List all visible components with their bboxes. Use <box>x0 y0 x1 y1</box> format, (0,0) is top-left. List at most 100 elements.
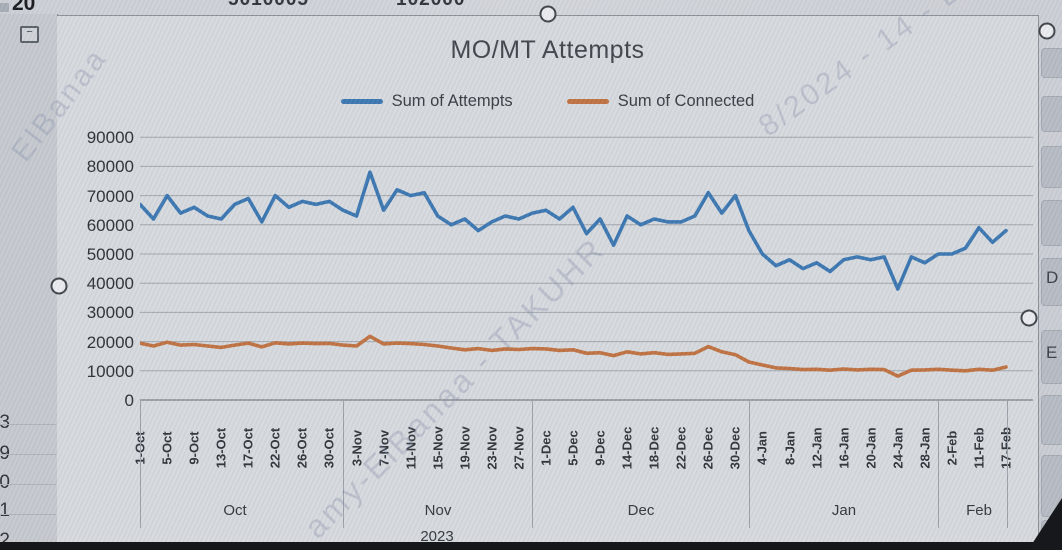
y-tick-label: 50000 <box>86 245 134 264</box>
row-number[interactable]: 3 <box>0 412 10 433</box>
y-axis[interactable]: 90000 80000 70000 60000 50000 40000 30000 20000… <box>58 125 134 410</box>
cropped-cell-value[interactable]: 5010005 <box>228 0 309 11</box>
legend-label: Sum of Connected <box>617 92 755 110</box>
x-tick-label: 9-Dec <box>592 430 608 466</box>
chart-selection-handle-right[interactable] <box>1020 309 1038 327</box>
x-tick-label: 4-Jan <box>754 431 770 465</box>
row-divider <box>0 424 56 425</box>
x-tick-label: 7-Nov <box>376 429 392 467</box>
cropped-cell-block <box>1041 48 1062 78</box>
x-tick-label: 12-Jan <box>809 427 825 469</box>
month-label: Oct <box>223 502 247 519</box>
connected-series-line[interactable] <box>140 334 1008 378</box>
x-tick-label: 8-Jan <box>782 431 797 465</box>
month-label: Dec <box>627 502 655 519</box>
x-tick-label: 17-Feb <box>998 427 1014 469</box>
y-tick-label: 20000 <box>86 332 134 352</box>
outline-collapse-button[interactable]: − <box>20 26 39 43</box>
x-tick-label: 20-Jan <box>863 427 879 469</box>
attempts-line-swatch-icon <box>340 99 383 104</box>
x-tick-label: 28-Jan <box>917 427 933 469</box>
month-label: Jan <box>831 502 857 519</box>
plot-area[interactable] <box>140 125 1035 407</box>
x-axis[interactable]: 1-Oct5-Oct9-Oct13-Oct17-Oct22-Oct26-Oct3… <box>133 404 1040 494</box>
x-tick-label: 26-Dec <box>700 426 716 470</box>
chart-selection-handle-top-right[interactable] <box>1038 22 1056 40</box>
x-tick-label: 23-Nov <box>484 426 500 470</box>
x-tick-label: 19-Nov <box>457 426 473 470</box>
chart-area[interactable] <box>57 15 1039 550</box>
legend-item-connected[interactable]: Sum of Connected <box>566 92 755 111</box>
top-cell-strip: 20 5010005 102000 <box>0 0 1062 14</box>
row-number[interactable]: 2 <box>0 530 10 550</box>
month-separator <box>938 400 939 528</box>
y-tick-label: 80000 <box>86 157 134 177</box>
y-tick-label: 60000 <box>86 215 134 235</box>
x-tick-label: 30-Dec <box>727 426 743 470</box>
row-number[interactable]: 0 <box>0 472 10 493</box>
month-separator <box>140 400 141 528</box>
connected-line-swatch-icon <box>566 99 609 104</box>
row-divider <box>0 454 56 455</box>
x-tick-label: 16-Jan <box>836 427 852 469</box>
chart-selection-handle-left[interactable] <box>50 277 68 295</box>
x-tick-label: 11-Nov <box>403 426 419 470</box>
x-tick-label: 17-Oct <box>240 427 256 469</box>
month-separator <box>1007 400 1008 528</box>
cropped-cell-block <box>1041 330 1062 384</box>
legend-item-attempts[interactable]: Sum of Attempts <box>340 92 513 111</box>
cropped-column-text: E <box>1046 343 1058 362</box>
y-tick-label: 90000 <box>86 128 134 148</box>
row-number[interactable]: 9 <box>0 443 10 465</box>
x-tick-label: 5-Oct <box>159 431 175 465</box>
attempts-series-line[interactable] <box>140 170 1008 291</box>
cropped-column-text: D <box>1046 268 1059 287</box>
x-tick-label: 9-Oct <box>186 431 202 465</box>
year-label: 2023 <box>420 528 454 545</box>
x-tick-label: 2-Feb <box>944 430 960 466</box>
x-tick-label: 15-Nov <box>430 426 446 470</box>
x-tick-label: 24-Jan <box>890 427 906 469</box>
x-tick-label: 13-Oct <box>213 427 229 469</box>
y-tick-label: 30000 <box>86 303 134 323</box>
y-tick-label: 10000 <box>86 361 134 381</box>
corner-cell-fragment <box>0 3 9 12</box>
x-tick-label: 26-Oct <box>294 427 310 469</box>
x-tick-label: 22-Dec <box>673 426 689 470</box>
x-tick-label: 14-Dec <box>619 426 635 470</box>
gridlines <box>140 136 1033 372</box>
x-tick-label: 11-Feb <box>971 427 987 469</box>
y-tick-label: 70000 <box>86 186 134 206</box>
cropped-cell-value[interactable]: 20 <box>12 0 36 14</box>
chart-title[interactable]: MO/MT Attempts <box>450 36 645 64</box>
cropped-cell-block <box>1041 258 1062 306</box>
x-tick-label: 22-Oct <box>267 427 283 469</box>
cropped-cell-block <box>1041 96 1062 132</box>
x-tick-label: 3-Nov <box>349 429 364 467</box>
y-tick-label: 40000 <box>86 274 134 294</box>
row-header-strip: − 3 9 0 1 2 <box>0 14 58 550</box>
x-tick-label: 1-Dec <box>538 430 554 466</box>
y-tick-label: 0 <box>124 391 134 410</box>
cropped-cell-block <box>1041 395 1062 445</box>
cropped-cell-block <box>1041 146 1062 188</box>
chart-legend: Sum of Attempts Sum of Connected <box>57 92 1038 111</box>
month-separator <box>343 400 344 528</box>
row-number[interactable]: 1 <box>0 500 10 521</box>
row-divider <box>0 514 56 515</box>
chart-selection-handle-top[interactable] <box>539 5 557 23</box>
month-separator <box>532 400 533 528</box>
x-tick-label: 27-Nov <box>511 426 527 470</box>
x-tick-label: 30-Oct <box>321 427 337 469</box>
month-separator <box>749 400 750 528</box>
legend-label: Sum of Attempts <box>391 92 513 110</box>
row-divider <box>0 484 56 485</box>
cropped-cell-block <box>1041 200 1062 246</box>
photo-bottom-edge <box>0 542 1062 550</box>
cropped-cell-value[interactable]: 102000 <box>396 0 465 11</box>
month-label: Feb <box>966 502 992 519</box>
month-label: Nov <box>424 502 452 519</box>
x-tick-label: 5-Dec <box>565 430 581 466</box>
